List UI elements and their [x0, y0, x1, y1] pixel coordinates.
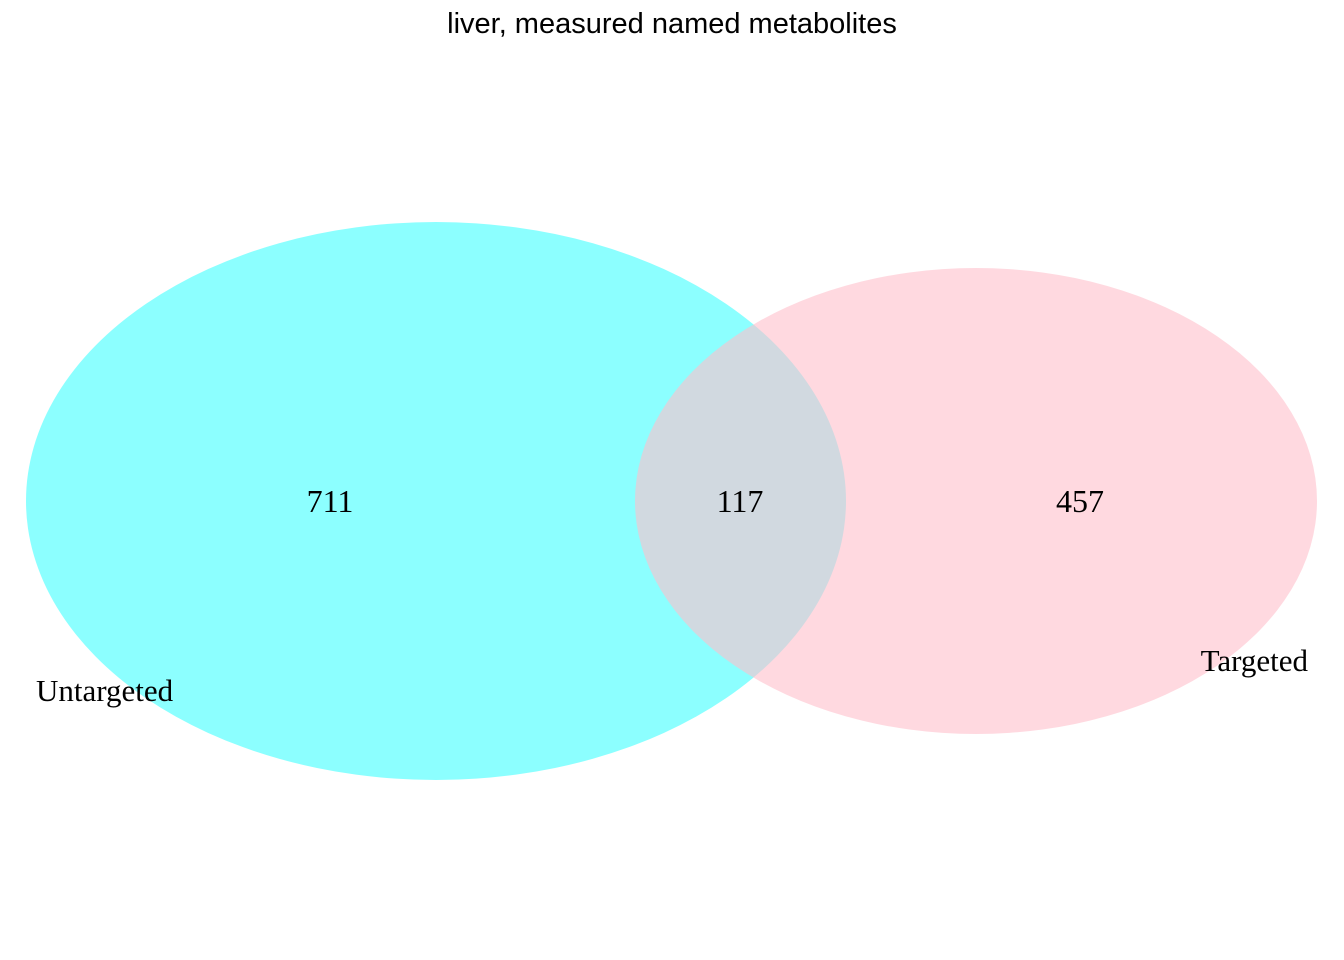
targeted-set-ellipse [635, 268, 1317, 734]
intersection-count: 117 [717, 483, 764, 519]
diagram-title: liver, measured named metabolites [447, 8, 897, 40]
targeted-only-count: 457 [1056, 483, 1104, 519]
untargeted-set-ellipse [26, 222, 846, 780]
targeted-set-label: Targeted [1201, 643, 1309, 678]
untargeted-set-label: Untargeted [36, 673, 174, 708]
untargeted-only-count: 711 [307, 483, 354, 519]
